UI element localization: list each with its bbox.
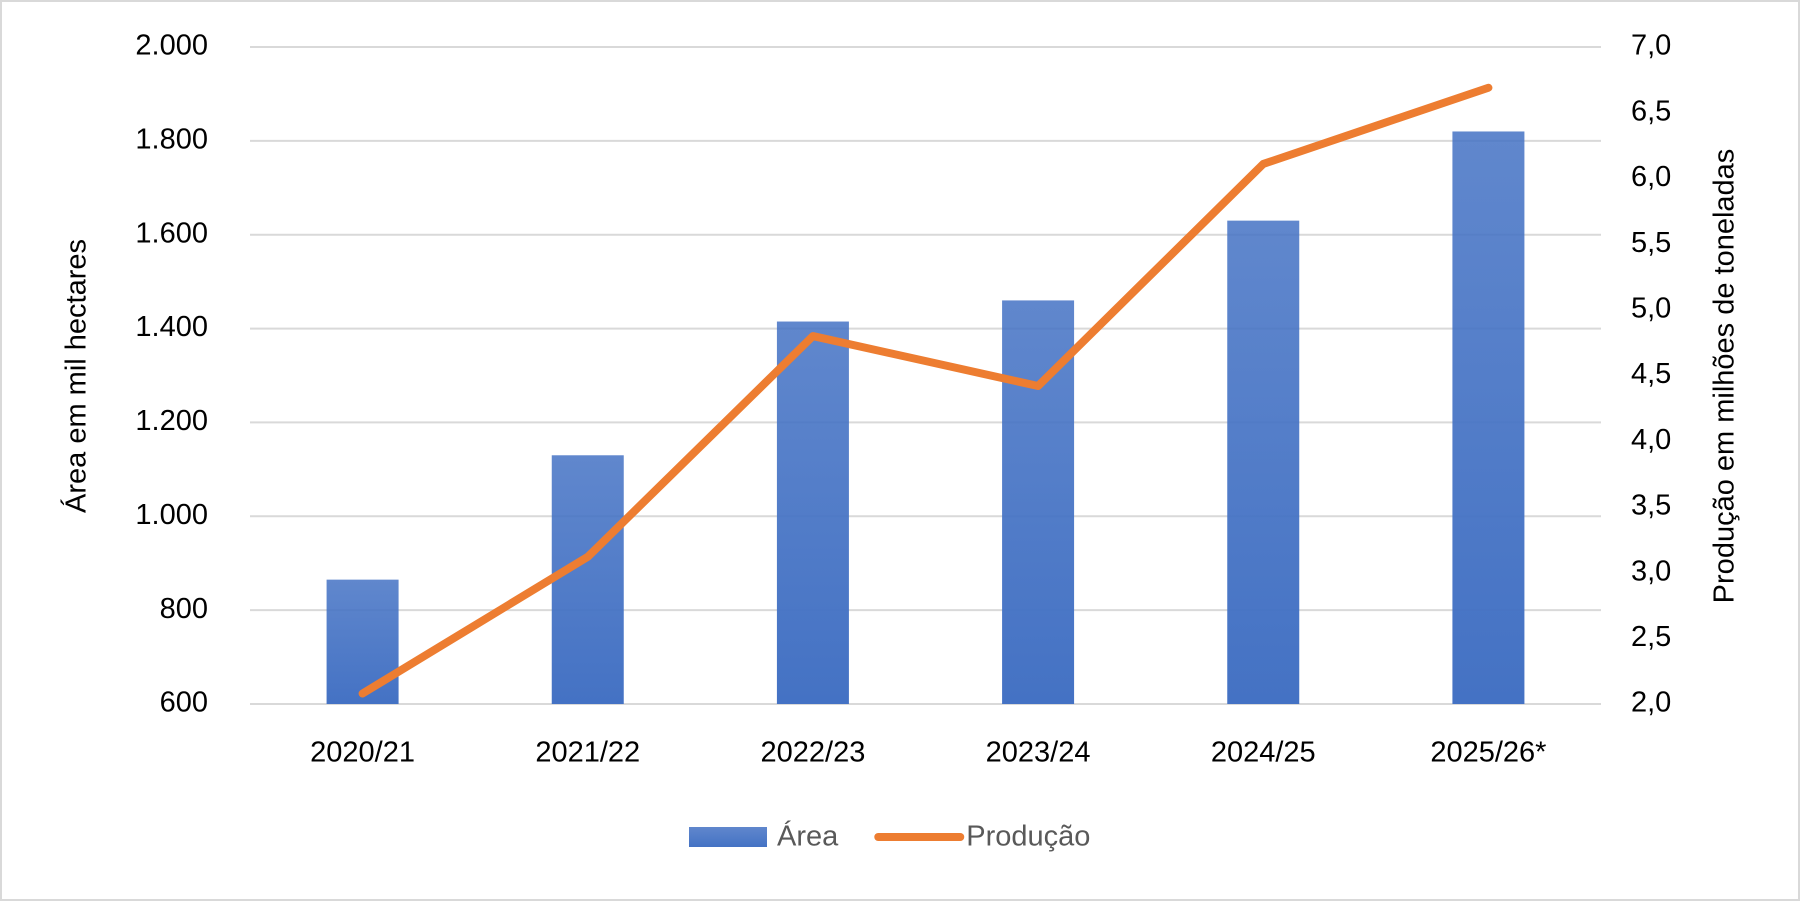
y-tick-label: 1.200 [135,405,208,437]
bar [551,455,624,704]
y-tick-label: 1.400 [135,311,208,343]
y2-tick-label: 2,5 [1631,621,1671,653]
legend-label: Área [777,820,839,853]
y-tick-label: 800 [160,593,208,625]
y2-tick-label: 5,0 [1631,292,1671,324]
x-tick-label: 2021/22 [535,737,640,769]
y2-tick-label: 5,5 [1631,227,1671,259]
y-tick-label: 1.600 [135,217,208,249]
legend-swatch [689,827,767,847]
y2-tick-label: 3,0 [1631,555,1671,587]
x-tick-label: 2020/21 [310,737,415,769]
x-tick-label: 2025/26* [1430,737,1546,769]
y-tick-label: 600 [160,687,208,719]
y2-tick-label: 6,5 [1631,95,1671,127]
line [358,83,1493,698]
y-axis-title: Área em mil hectares [60,239,93,513]
y2-tick-label: 4,5 [1631,358,1671,390]
y2-tick-label: 7,0 [1631,30,1671,62]
x-tick-label: 2024/25 [1211,737,1316,769]
y2-tick-label: 4,0 [1631,424,1671,456]
bar [326,579,399,704]
x-tick-label: 2022/23 [761,737,866,769]
y-tick-label: 1.800 [135,124,208,156]
bar [776,321,849,704]
y2-axis-title: Produção em milhões de toneladas [1709,149,1741,604]
y-tick-label: 1.000 [135,499,208,531]
y-tick-label: 2.000 [135,30,208,62]
bar [1452,131,1525,704]
legend-label: Produção [966,821,1090,853]
bar [1227,220,1300,704]
legend: Área Produção [689,820,1090,853]
y2-tick-label: 6,0 [1631,161,1671,193]
y2-tick-label: 2,0 [1631,687,1671,719]
x-tick-label: 2023/24 [986,737,1091,769]
y2-tick-label: 3,5 [1631,490,1671,522]
